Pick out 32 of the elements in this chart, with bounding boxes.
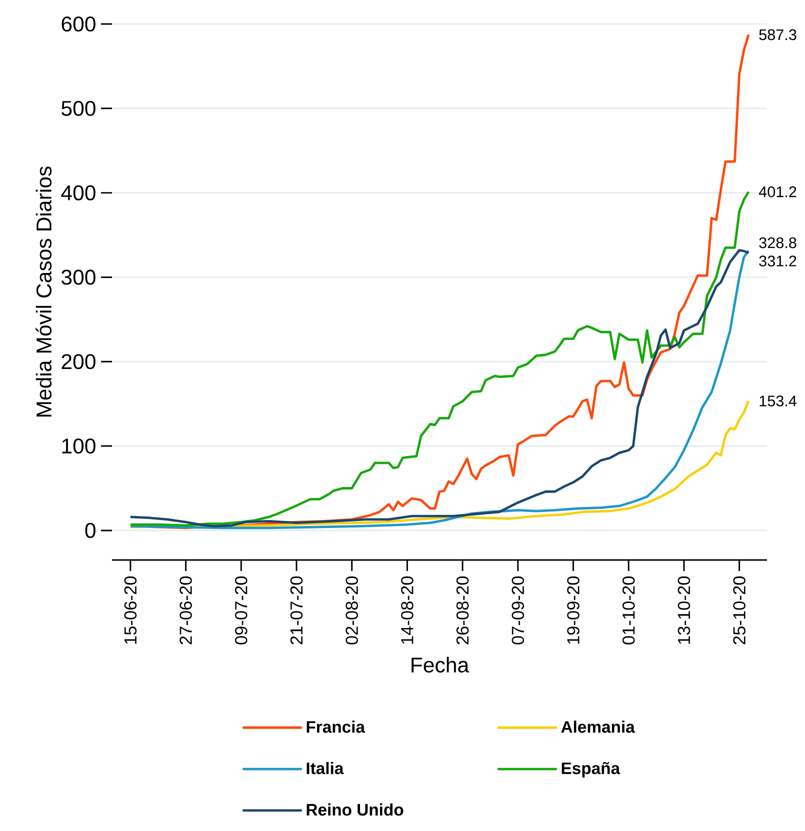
x-tick-label: 02-08-20 bbox=[346, 576, 358, 644]
x-tick-label: 25-10-20 bbox=[733, 576, 746, 644]
x-tick-label: 21-07-20 bbox=[290, 576, 303, 644]
x-tick-label: 13-10-20 bbox=[678, 576, 690, 644]
legend-label: Alemania bbox=[561, 720, 635, 733]
line-series bbox=[129, 190, 750, 527]
y-tick-label: 600 bbox=[62, 16, 96, 32]
y-tick-label: 0 bbox=[85, 522, 96, 538]
x-tick-label: 09-07-20 bbox=[235, 576, 248, 644]
x-tick-label: 19-09-20 bbox=[567, 576, 580, 644]
annotation: 328.8 bbox=[759, 237, 796, 248]
x-tick-label: 15-06-20 bbox=[124, 576, 137, 644]
legend-label: Francia bbox=[306, 720, 366, 733]
y-tick-label: 400 bbox=[61, 185, 96, 200]
x-tick-label: 07-09-20 bbox=[512, 576, 524, 644]
legend-label: Italia bbox=[306, 762, 344, 774]
x-tick-label: 27-06-20 bbox=[180, 576, 192, 644]
annotation: 153.4 bbox=[760, 396, 796, 406]
legend-label: Reino Unido bbox=[306, 803, 404, 816]
annotation: 401.2 bbox=[758, 186, 796, 198]
annotation: 331.2 bbox=[759, 256, 796, 266]
y-tick-label: 200 bbox=[62, 354, 96, 370]
legend-label: España bbox=[562, 762, 620, 778]
x-tick-label: 14-08-20 bbox=[401, 576, 414, 644]
x-tick-label: 01-10-20 bbox=[622, 576, 635, 644]
y-tick-label: 500 bbox=[62, 100, 96, 116]
y-tick-label: 100 bbox=[62, 438, 96, 454]
y-tick-label: 300 bbox=[62, 270, 96, 285]
annotation: 587.3 bbox=[759, 29, 796, 40]
x-axis-title: Fecha bbox=[412, 656, 470, 673]
y-axis-title: Media Móvil Casos Diarios bbox=[36, 166, 52, 416]
x-tick-label: 26-08-20 bbox=[456, 576, 469, 644]
